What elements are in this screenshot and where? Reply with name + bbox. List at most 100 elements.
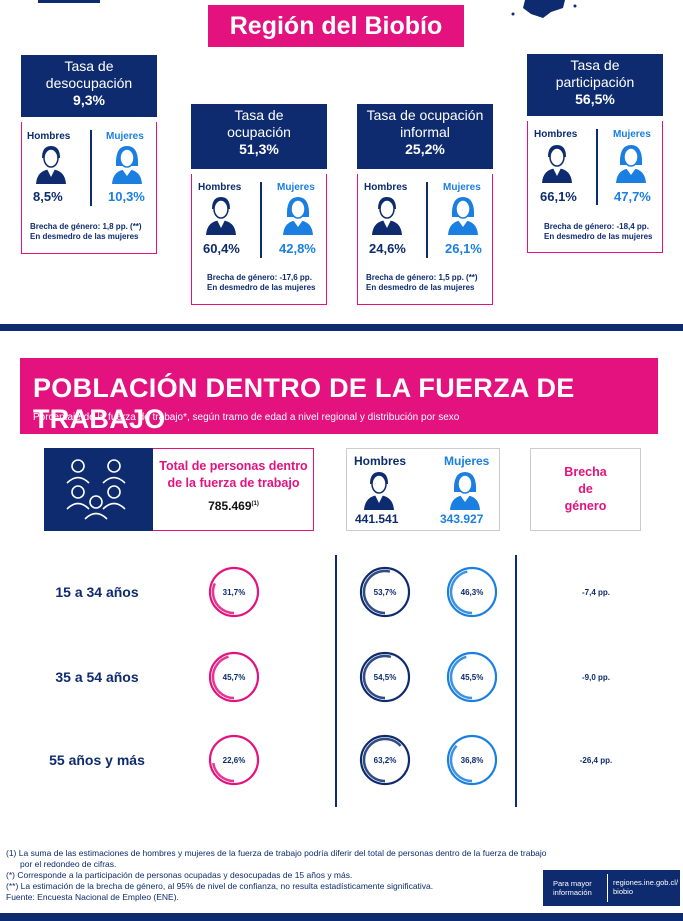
total-share-value: 22,6% [223, 756, 246, 765]
man-icon [206, 197, 236, 235]
footer-notes: (1) La suma de las estimaciones de hombr… [6, 848, 646, 903]
mujeres-label: Mujeres [613, 129, 651, 140]
stat-label: ocupación [227, 124, 291, 140]
section-divider [0, 324, 683, 331]
age-distribution-chart: 15 a 34 años 31,7% 53,7% 46,3% -7,4 pp. 35 a … [49, 566, 612, 786]
total-share-ring [208, 566, 260, 618]
gender-separator [596, 129, 598, 205]
map-fragment-icon [511, 0, 577, 18]
stat-label: Tasa de [234, 107, 284, 123]
footnote: (**) La estimación de la brecha de géner… [6, 881, 434, 891]
gender-summary-box [346, 448, 500, 531]
gap-line: Brecha de género: -18,4 pp. [544, 222, 649, 231]
mujeres-label: Mujeres [443, 182, 481, 193]
hombres-share-ring [359, 566, 411, 618]
stat-label: desocupación [45, 75, 133, 91]
total-number: 785.469 [208, 499, 252, 513]
total-label: Total de personas dentro de la fuerza de… [153, 458, 314, 492]
url-line: biobio [613, 887, 634, 896]
total-label-line: Total de personas dentro [159, 459, 308, 473]
stat-ocupacion-card [191, 174, 327, 305]
mujeres-share-ring [446, 651, 498, 703]
gap-header-box [530, 448, 641, 531]
hombres-share-share-arc [362, 654, 408, 700]
gender-gap-text: Brecha de género: -17,6 pp. En desmedro … [207, 273, 316, 293]
woman-icon [448, 197, 478, 235]
stat-desocupacion-header: Tasa de desocupación 9,3% [21, 55, 157, 117]
section-subtitle: Porcentaje de la fuerza de trabajo*, seg… [33, 412, 460, 423]
mujeres-value: 47,7% [614, 189, 651, 204]
hombres-value: 60,4% [203, 241, 240, 256]
total-value: 785.469(1) [153, 499, 314, 513]
gap-line: Brecha de género: 1,8 pp. (**) [30, 222, 142, 231]
stat-label: participación [555, 74, 635, 90]
stat-value: 56,5% [575, 91, 615, 107]
source-note: Fuente: Encuesta Nacional de Empleo (ENE… [6, 892, 179, 902]
gap-header: Brecha de género [530, 464, 641, 515]
total-label-line: de la fuerza de trabajo [167, 476, 300, 490]
top-left-fragment [38, 0, 100, 3]
group-people-icon [66, 459, 126, 520]
gap-header-line: género [564, 499, 607, 513]
total-note: (1) [251, 501, 259, 507]
hombres-value: 24,6% [369, 241, 406, 256]
hombres-share-ring [359, 651, 411, 703]
info-line: Para mayor [553, 879, 592, 888]
bottom-bar [0, 913, 683, 921]
hombres-share-value: 54,5% [374, 673, 397, 682]
total-share-value: 31,7% [223, 588, 246, 597]
info-box: Para mayor información regiones.ine.gob.… [543, 870, 680, 906]
stat-value: 25,2% [405, 141, 445, 157]
page-title: Región del Biobío [208, 5, 464, 47]
woman-icon [112, 146, 142, 184]
stat-desocupacion-card [21, 122, 157, 254]
stat-participacion-header: Tasa de participación 56,5% [527, 54, 663, 116]
mujeres-share-share-arc [449, 569, 495, 615]
total-share-share-arc [211, 654, 257, 700]
footnote: por el redondeo de cifras. [20, 859, 117, 869]
gap-header-line: Brecha [564, 465, 607, 479]
gap-line: En desmedro de las mujeres [544, 232, 653, 241]
footnote: (*) Corresponde a la participación de pe… [6, 870, 353, 880]
total-share-share-arc [211, 737, 257, 783]
hombres-label: Hombres [364, 182, 408, 193]
gap-line: En desmedro de las mujeres [207, 283, 316, 292]
hombres-share-share-arc [362, 737, 408, 783]
gap-line: Brecha de género: 1,5 pp. (**) [366, 273, 478, 282]
man-icon [372, 197, 402, 235]
mujeres-label: Mujeres [277, 182, 315, 193]
hombres-share-share-arc [362, 569, 408, 615]
gender-separator [260, 182, 262, 258]
mujeres-share-share-arc [449, 654, 495, 700]
gender-gap-text: Brecha de género: -18,4 pp. En desmedro … [544, 222, 653, 242]
gender-gap-text: Brecha de género: 1,5 pp. (**) En desmed… [366, 273, 478, 293]
gap-line: Brecha de género: -17,6 pp. [207, 273, 312, 282]
mujeres-label: Mujeres [444, 454, 490, 468]
stat-label: Tasa de ocupación [366, 107, 484, 123]
section-header [20, 358, 658, 434]
mujeres-value: 26,1% [445, 241, 482, 256]
info-line: información [553, 888, 592, 897]
info-sep [607, 874, 608, 902]
hombres-label: Hombres [198, 182, 242, 193]
total-box [153, 448, 314, 531]
info-url[interactable]: regiones.ine.gob.cl/ biobio [613, 878, 678, 896]
stat-label: Tasa de [570, 57, 620, 73]
mujeres-value: 42,8% [279, 241, 316, 256]
mujeres-total-value: 343.927 [440, 512, 484, 526]
woman-icon [283, 197, 313, 235]
man-icon [542, 145, 572, 183]
stat-informal-card [357, 174, 493, 305]
mujeres-share-ring [446, 734, 498, 786]
mujeres-share-value: 45,5% [461, 673, 484, 682]
url-line: regiones.ine.gob.cl/ [613, 878, 679, 887]
man-icon [364, 472, 394, 510]
mujeres-share-ring [446, 566, 498, 618]
stat-participacion-card [527, 121, 663, 253]
mujeres-share-share-arc [449, 737, 495, 783]
gender-gap-value: -7,4 pp. [582, 588, 610, 597]
gender-gap-value: -9,0 pp. [582, 673, 610, 682]
hombres-label: Hombres [534, 129, 578, 140]
age-group-label: 35 a 54 años [55, 669, 138, 685]
mujeres-label: Mujeres [106, 131, 144, 142]
